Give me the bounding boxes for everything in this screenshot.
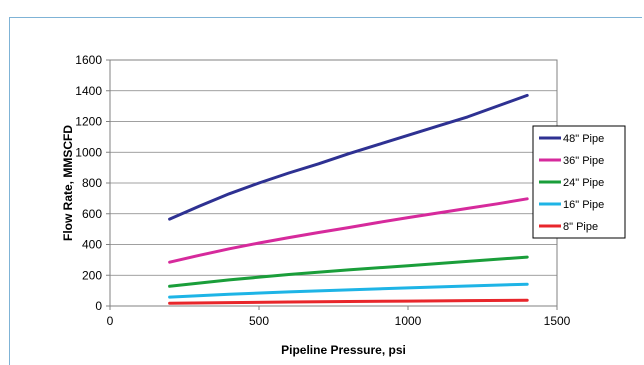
y-tick-label: 1200 xyxy=(75,115,102,129)
legend-label-0: 48" Pipe xyxy=(563,133,604,145)
y-tick-label: 800 xyxy=(82,176,102,190)
y-tick-label: 1400 xyxy=(75,84,102,98)
legend-label-3: 16" Pipe xyxy=(563,199,604,211)
y-tick-label: 400 xyxy=(82,238,102,252)
y-tick-label: 600 xyxy=(82,207,102,221)
legend-label-4: 8" Pipe xyxy=(563,221,598,233)
series-line-3 xyxy=(168,282,529,299)
legend-label-1: 36" Pipe xyxy=(563,155,604,167)
series-line-1 xyxy=(168,197,529,264)
x-axis-title: Pipeline Pressure, psi xyxy=(281,343,406,357)
y-axis-title: Flow Rate, MMSCFD xyxy=(61,125,75,241)
series-line-4 xyxy=(168,298,529,305)
series-line-0 xyxy=(168,93,529,221)
x-tick-label: 1000 xyxy=(395,314,422,328)
y-tick-label: 200 xyxy=(82,268,102,282)
y-tick-label: 1000 xyxy=(75,145,102,159)
x-tick-label: 0 xyxy=(107,314,114,328)
x-tick-label: 500 xyxy=(249,314,269,328)
chart-frame xyxy=(9,17,642,365)
y-tick-label: 0 xyxy=(95,299,102,313)
series-line-2 xyxy=(168,255,529,288)
legend-label-2: 24" Pipe xyxy=(563,177,604,189)
y-tick-label: 1600 xyxy=(75,53,102,67)
x-tick-label: 1500 xyxy=(544,314,571,328)
